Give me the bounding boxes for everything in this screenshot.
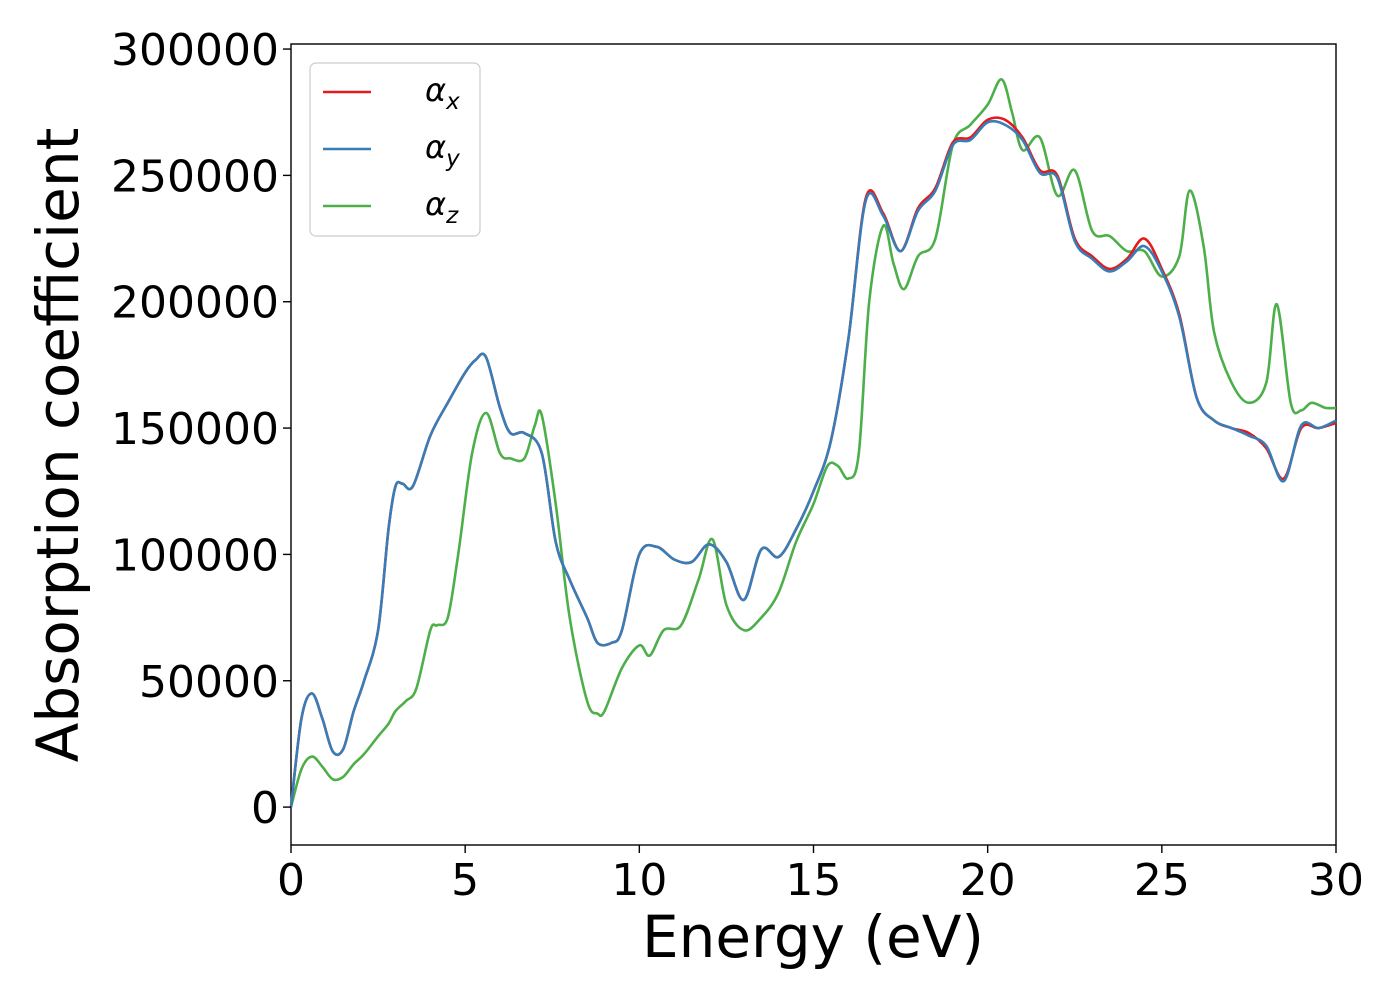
y-tick-label: 100000 [111, 530, 279, 581]
y-tick-label: 250000 [111, 151, 279, 202]
y-tick-label: 200000 [111, 278, 279, 329]
y-tick-label: 50000 [139, 657, 279, 708]
x-tick-label: 10 [611, 855, 667, 906]
legend-frame [309, 62, 481, 237]
x-tick-label: 25 [1134, 855, 1190, 906]
y-tick-label: 0 [251, 783, 279, 834]
x-tick-label: 0 [277, 855, 305, 906]
x-axis-ticks: 0 5 10 15 20 25 30 [277, 845, 1364, 906]
y-axis-title: Absorption coefficient [24, 128, 92, 763]
x-axis-title: Energy (eV) [642, 903, 984, 971]
series-line-alpha-z [289, 78, 1337, 808]
legend-label-alpha-x: αx [425, 71, 460, 115]
legend: αx αy αz [309, 62, 481, 237]
series-layer [289, 78, 1337, 808]
legend-label-alpha-y: αy [425, 128, 460, 172]
x-tick-label: 15 [786, 855, 842, 906]
y-axis-ticks: 0 50000 100000 150000 200000 250000 300000 [111, 25, 291, 834]
x-tick-label: 30 [1308, 855, 1364, 906]
x-tick-label: 20 [960, 855, 1016, 906]
series-line-alpha-y [289, 119, 1337, 808]
y-tick-label: 150000 [111, 404, 279, 455]
x-tick-label: 5 [451, 855, 479, 906]
y-tick-label: 300000 [111, 25, 279, 76]
legend-label-alpha-z: αz [425, 185, 459, 229]
